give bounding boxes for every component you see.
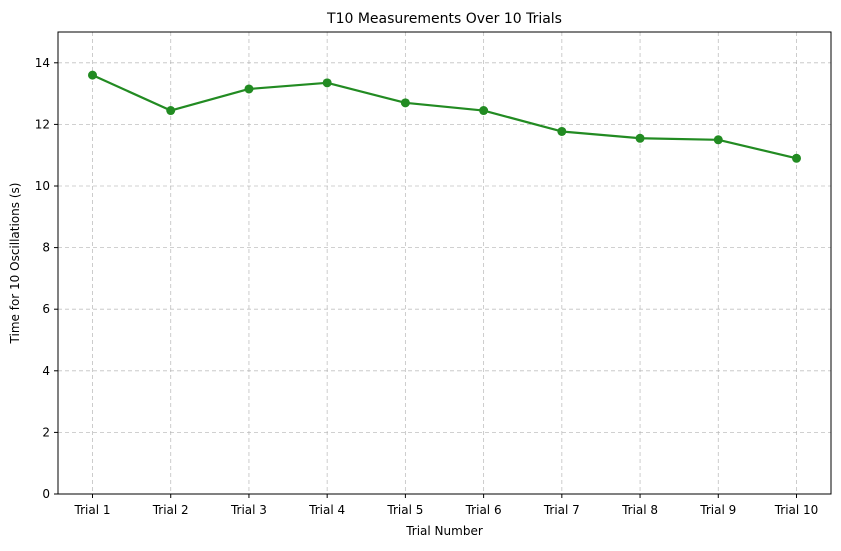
x-tick-label: Trial 4: [308, 503, 345, 517]
x-tick-label: Trial 2: [152, 503, 189, 517]
data-point: [557, 126, 567, 136]
y-tick-label: 12: [35, 117, 50, 131]
y-tick-label: 14: [35, 56, 50, 70]
chart-title: T10 Measurements Over 10 Trials: [326, 11, 562, 27]
axis-ticks: Trial 1 Trial 2 Trial 3 Trial 4 Trial 5 Trial…: [35, 56, 819, 517]
data-point: [792, 153, 801, 163]
x-tick-label: Trial 7: [543, 503, 580, 517]
series-line: [92, 74, 797, 160]
data-point: [635, 133, 645, 143]
data-point: [244, 84, 254, 94]
y-tick-label: 10: [35, 179, 50, 193]
y-tick-label: 2: [42, 425, 50, 439]
x-tick-label: Trial 10: [774, 503, 819, 517]
y-axis-title: Time for 10 Oscillations (s): [8, 183, 22, 345]
x-tick-label: Trial 5: [386, 503, 423, 517]
y-tick-label: 6: [42, 302, 50, 316]
data-point: [166, 106, 176, 116]
data-point: [88, 70, 97, 80]
data-point: [713, 135, 723, 145]
data-point: [322, 78, 332, 88]
y-tick-label: 4: [42, 364, 50, 378]
x-tick-label: Trial 3: [230, 503, 267, 517]
series: [88, 70, 801, 163]
data-point: [479, 106, 489, 116]
x-tick-label: Trial 6: [465, 503, 502, 517]
plot-area-frame: [57, 31, 832, 495]
y-tick-label: 0: [42, 487, 50, 501]
x-tick-label: Trial 9: [699, 503, 736, 517]
x-axis-title: Trial Number: [405, 524, 483, 538]
x-tick-label: Trial 1: [74, 503, 111, 517]
x-tick-label: Trial 8: [621, 503, 658, 517]
y-tick-label: 8: [42, 241, 50, 255]
data-point: [400, 98, 410, 108]
